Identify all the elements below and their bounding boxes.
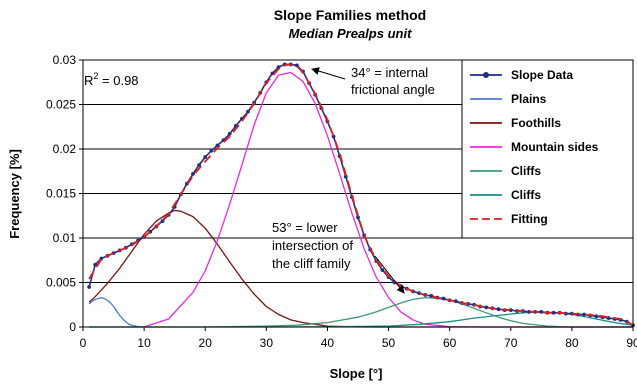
chart-subtitle: Median Prealps unit — [289, 26, 412, 41]
legend-label: Mountain sides — [511, 140, 599, 154]
annotation-cliff-intersection: 53° = lower intersection of the cliff fa… — [272, 220, 405, 294]
series-line-cliffs-5 — [89, 311, 634, 328]
legend-label: Cliffs — [511, 188, 541, 202]
data-point — [380, 268, 385, 272]
data-point — [197, 163, 202, 167]
data-point — [539, 309, 544, 314]
legend-marker — [483, 72, 489, 78]
y-ticks: 0 0.005 0.01 0.015 0.02 0.025 0.03 — [46, 53, 83, 334]
series-line-plains-1 — [88, 296, 145, 328]
x-tick-label: 50 — [382, 336, 396, 350]
x-tick-label: 30 — [260, 336, 274, 350]
data-point — [160, 219, 165, 223]
series-line-cliffs-4 — [89, 296, 633, 328]
data-point — [209, 148, 214, 153]
annotation-internal-angle-arrow — [311, 67, 346, 80]
y-tick-label: 0 — [69, 320, 76, 334]
data-point — [203, 155, 208, 159]
series-line-mountain-sides-3 — [143, 71, 633, 328]
data-point — [551, 310, 556, 315]
annotation-internal-angle-line-1: 34° = internal — [351, 65, 428, 80]
x-ticks: 0 10 20 30 40 50 60 70 80 90 — [80, 327, 637, 350]
legend-label: Fitting — [511, 212, 548, 226]
legend: Slope Data Plains Foothills Mountain sides C… — [461, 59, 634, 239]
data-point — [484, 305, 489, 310]
x-tick-label: 0 — [80, 336, 87, 350]
data-point — [227, 131, 232, 136]
data-point — [594, 314, 599, 319]
x-tick-label: 70 — [504, 336, 518, 350]
x-tick-label: 80 — [565, 336, 579, 350]
legend-label: Slope Data — [511, 68, 573, 82]
y-tick-label: 0.02 — [53, 142, 77, 156]
data-point — [87, 285, 92, 289]
data-point — [496, 307, 501, 312]
data-point — [429, 293, 434, 298]
x-tick-label: 20 — [199, 336, 213, 350]
annotation-internal-angle: 34° = internal frictional angle — [311, 65, 435, 97]
x-tick-label: 40 — [321, 336, 335, 350]
annotation-cliff-line-2: intersection of — [272, 238, 353, 253]
y-axis-label: Frequency [%] — [7, 149, 22, 239]
data-point — [276, 65, 281, 70]
annotation-cliff-line-3: the cliff family — [272, 256, 351, 271]
annotation-cliff-arrow — [374, 255, 405, 294]
y-tick-label: 0.01 — [53, 231, 77, 245]
chart-title: Slope Families method — [274, 7, 426, 23]
data-point — [191, 172, 195, 176]
annotation-cliff-line-1: 53° = lower — [272, 220, 338, 235]
data-point — [246, 109, 250, 114]
series-line-fitting-6 — [88, 63, 634, 326]
data-point — [441, 296, 446, 301]
x-axis-label: Slope [°] — [330, 366, 383, 381]
data-point — [356, 215, 360, 220]
y-tick-label: 0.03 — [53, 53, 77, 67]
legend-label: Plains — [511, 92, 547, 106]
legend-label: Cliffs — [511, 164, 541, 178]
y-tick-label: 0.015 — [46, 187, 76, 201]
y-tick-label: 0.005 — [46, 276, 76, 290]
legend-label: Foothills — [511, 116, 561, 130]
x-tick-label: 60 — [443, 336, 457, 350]
annotation-internal-angle-line-2: frictional angle — [351, 82, 435, 97]
data-point — [582, 312, 587, 317]
y-tick-label: 0.025 — [46, 98, 76, 112]
x-tick-label: 10 — [137, 336, 151, 350]
x-tick-label: 90 — [626, 336, 637, 350]
legend-box — [461, 59, 634, 239]
data-point — [93, 262, 98, 267]
r-squared-label: R2 = 0.98 — [84, 71, 139, 88]
